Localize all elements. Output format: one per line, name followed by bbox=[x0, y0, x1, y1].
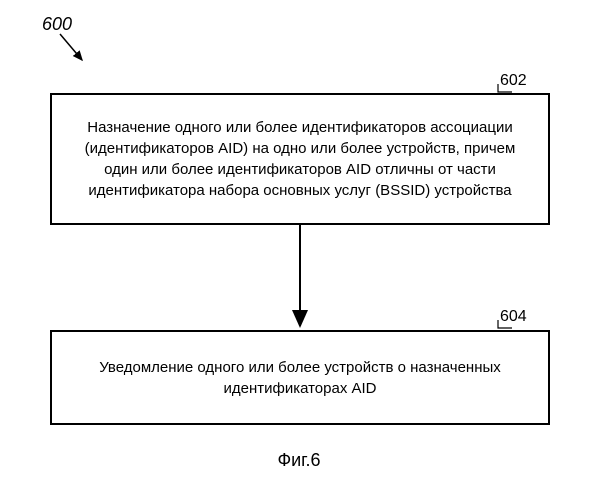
flow-box-602: Назначение одного или более идентификато… bbox=[50, 93, 550, 225]
figure-caption: Фиг.6 bbox=[0, 450, 598, 471]
figure-number-label: 600 bbox=[42, 14, 72, 35]
box-label-602: 602 bbox=[500, 72, 527, 90]
flow-box-602-text: Назначение одного или более идентификато… bbox=[72, 117, 528, 201]
flow-box-604-text: Уведомление одного или более устройств о… bbox=[72, 357, 528, 399]
flowchart-diagram: 600 602 Назначение одного или более иден… bbox=[0, 0, 598, 500]
flow-box-604: Уведомление одного или более устройств о… bbox=[50, 330, 550, 425]
box-label-604: 604 bbox=[500, 308, 527, 326]
